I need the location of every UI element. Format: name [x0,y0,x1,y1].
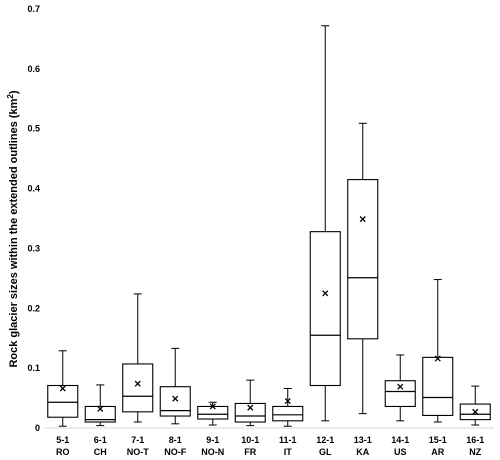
y-axis-label-close: ) [8,90,20,94]
y-tick-label: 0.4 [27,184,40,194]
box-us [384,354,416,422]
y-tick-label: 0.6 [27,64,40,74]
iqr-box [84,405,116,423]
iqr-box [347,179,379,340]
iqr-box [309,231,341,387]
iqr-box [159,386,191,417]
mean-marker-stroke [434,355,441,362]
x-axis-categories: 5-1 RO 6-1 CH 7-1 NO-T 8-1 NO-F 9-1 NO-N 10-1 FR 11-… [56,435,484,457]
iqr-box [422,356,454,416]
x-category-name: NO-N [201,447,224,457]
mean-marker [472,408,479,415]
mean-marker [172,395,179,402]
x-category-name: NO-F [164,447,186,457]
x-category-code: 5-1 [56,435,69,445]
x-category-code: 14-1 [391,435,409,445]
x-category-code: 16-1 [466,435,484,445]
mean-marker [434,355,441,362]
iqr-box [234,402,266,423]
mean-marker-stroke [209,403,216,410]
box-ro [47,350,79,427]
box-ch [84,384,116,427]
mean-marker [322,290,329,297]
x-category-name: RO [56,447,70,457]
x-category-name: GL [319,447,332,457]
svg-text:Rock glacier sizes within the: Rock glacier sizes within the extended o… [6,90,20,367]
y-tick-label: 0.5 [27,124,40,134]
mean-marker-stroke [247,404,254,411]
box-ka [347,122,379,415]
y-tick-label: 0.7 [27,4,40,14]
x-category-name: IT [284,447,293,457]
box-ar [422,279,454,423]
y-axis-ticks: 0 0.1 0.2 0.3 0.4 0.5 0.6 0.7 [27,4,40,433]
y-axis-label-main: Rock glacier sizes within the extended o… [8,98,20,367]
mean-marker-stroke [134,380,141,387]
box-nz [459,385,491,426]
x-category-code: 7-1 [131,435,144,445]
x-category-name: KA [356,447,369,457]
box-no-n [197,401,229,426]
x-category-name: AR [431,447,444,457]
y-tick-label: 0.3 [27,243,40,253]
y-tick-label: 0.1 [27,363,40,373]
mean-marker-stroke [359,216,366,223]
mean-marker [134,380,141,387]
x-category-name: FR [244,447,256,457]
x-category-code: 12-1 [316,435,334,445]
x-category-code: 13-1 [354,435,372,445]
mean-marker [97,405,104,412]
x-category-code: 11-1 [279,435,297,445]
iqr-box [122,363,154,413]
y-axis-label-sup: 2 [6,94,15,99]
x-category-code: 9-1 [206,435,219,445]
mean-marker-stroke [472,408,479,415]
iqr-box [197,405,229,420]
mean-marker-stroke [322,290,329,297]
mean-marker-stroke [397,383,404,390]
iqr-box [272,405,304,422]
box-no-f [159,347,191,425]
x-category-name: NZ [469,447,481,457]
mean-marker [359,216,366,223]
mean-marker [209,403,216,410]
iqr-box [47,384,79,418]
box-it [272,387,304,427]
mean-marker-stroke [97,405,104,412]
y-tick-label: 0 [35,423,40,433]
mean-marker-stroke [172,395,179,402]
x-category-code: 6-1 [94,435,107,445]
x-category-code: 8-1 [169,435,182,445]
box-series [47,25,491,427]
x-category-name: US [394,447,407,457]
box-gl [309,25,341,422]
x-category-code: 10-1 [241,435,259,445]
mean-marker-stroke [59,385,66,392]
x-category-code: 15-1 [429,435,447,445]
box-fr [234,379,266,427]
mean-marker [59,385,66,392]
mean-marker-stroke [284,398,291,405]
mean-marker [247,404,254,411]
iqr-box [384,380,416,408]
x-category-name: NO-T [127,447,149,457]
mean-marker [397,383,404,390]
y-tick-label: 0.2 [27,303,40,313]
y-axis-label: Rock glacier sizes within the extended o… [6,90,20,367]
mean-marker [284,398,291,405]
x-category-name: CH [94,447,107,457]
box-no-t [122,293,154,423]
